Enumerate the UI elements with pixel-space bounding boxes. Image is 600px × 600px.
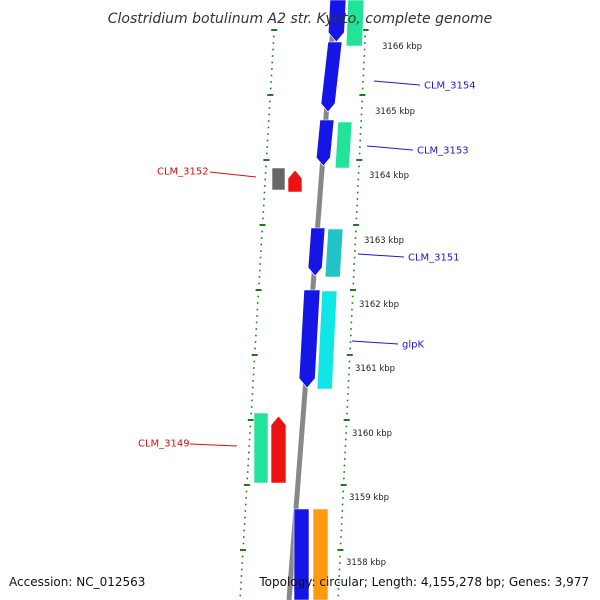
connector-clm-3151 xyxy=(357,253,405,258)
clm-3151-blue-gene[interactable] xyxy=(307,227,326,277)
gene-label-glpk[interactable]: glpK xyxy=(402,340,424,351)
bottom-blue-gene[interactable] xyxy=(293,508,310,600)
gene-label-clm-3151[interactable]: CLM_3151 xyxy=(408,253,460,264)
connector-clm-3153 xyxy=(366,145,414,151)
gene-label-clm-3152[interactable]: CLM_3152 xyxy=(157,167,209,178)
kbp-label: 3158 kbp xyxy=(346,558,386,568)
clm-3149-seagreen-gene[interactable] xyxy=(253,412,269,484)
glpk-blue-gene[interactable] xyxy=(298,289,321,389)
clm-3149-red-gene[interactable] xyxy=(270,415,287,484)
bottom-orange-gene[interactable] xyxy=(312,508,329,600)
left-tick-track xyxy=(239,29,278,597)
kbp-label: 3165 kbp xyxy=(375,107,415,117)
connector-glpk xyxy=(351,340,399,345)
gene-label-clm-3149[interactable]: CLM_3149 xyxy=(138,439,190,450)
top-seagreen-gene[interactable] xyxy=(345,0,365,47)
connector-clm-3149 xyxy=(189,443,238,447)
gene-features xyxy=(253,0,365,600)
map-title: Clostridium botulinum A2 str. Kyoto, com… xyxy=(108,11,493,27)
kbp-label: 3159 kbp xyxy=(349,493,389,503)
gene-label-clm-3153[interactable]: CLM_3153 xyxy=(417,146,469,157)
kbp-label: 3160 kbp xyxy=(352,429,392,439)
kbp-label: 3163 kbp xyxy=(364,236,404,246)
accession-text: Accession: NC_012563 xyxy=(9,575,145,589)
connector-clm-3154 xyxy=(373,80,421,86)
right-tick-track xyxy=(337,29,369,597)
glpk-cyan-gene[interactable] xyxy=(316,290,338,390)
kbp-label: 3164 kbp xyxy=(369,171,409,181)
gene-labels: CLM_3154 CLM_3153 CLM_3152 CLM_3151 glpK CLM_… xyxy=(138,81,476,450)
clm-3153-blue-gene[interactable] xyxy=(315,119,335,167)
topology-text: Topology: circular; Length: 4,155,278 bp… xyxy=(258,575,589,589)
clm-3153-seagreen-gene[interactable] xyxy=(334,121,353,169)
kbp-label: 3161 kbp xyxy=(355,364,395,374)
gene-label-clm-3154[interactable]: CLM_3154 xyxy=(424,81,476,92)
clm-3152-grey-gene[interactable] xyxy=(271,167,286,191)
top-blue-gene[interactable] xyxy=(327,0,347,43)
connector-clm-3152 xyxy=(209,171,257,178)
gene-label-connectors xyxy=(189,80,421,447)
clm-3151-teal-gene[interactable] xyxy=(324,228,344,278)
kbp-label: 3162 kbp xyxy=(359,300,399,310)
clm-3152-red-gene[interactable] xyxy=(287,169,303,193)
kbp-scale-labels: 3166 kbp 3165 kbp 3164 kbp 3163 kbp 3162 kbp… xyxy=(346,42,422,568)
kbp-label: 3166 kbp xyxy=(382,42,422,52)
clm-3154-gene[interactable] xyxy=(320,41,343,113)
